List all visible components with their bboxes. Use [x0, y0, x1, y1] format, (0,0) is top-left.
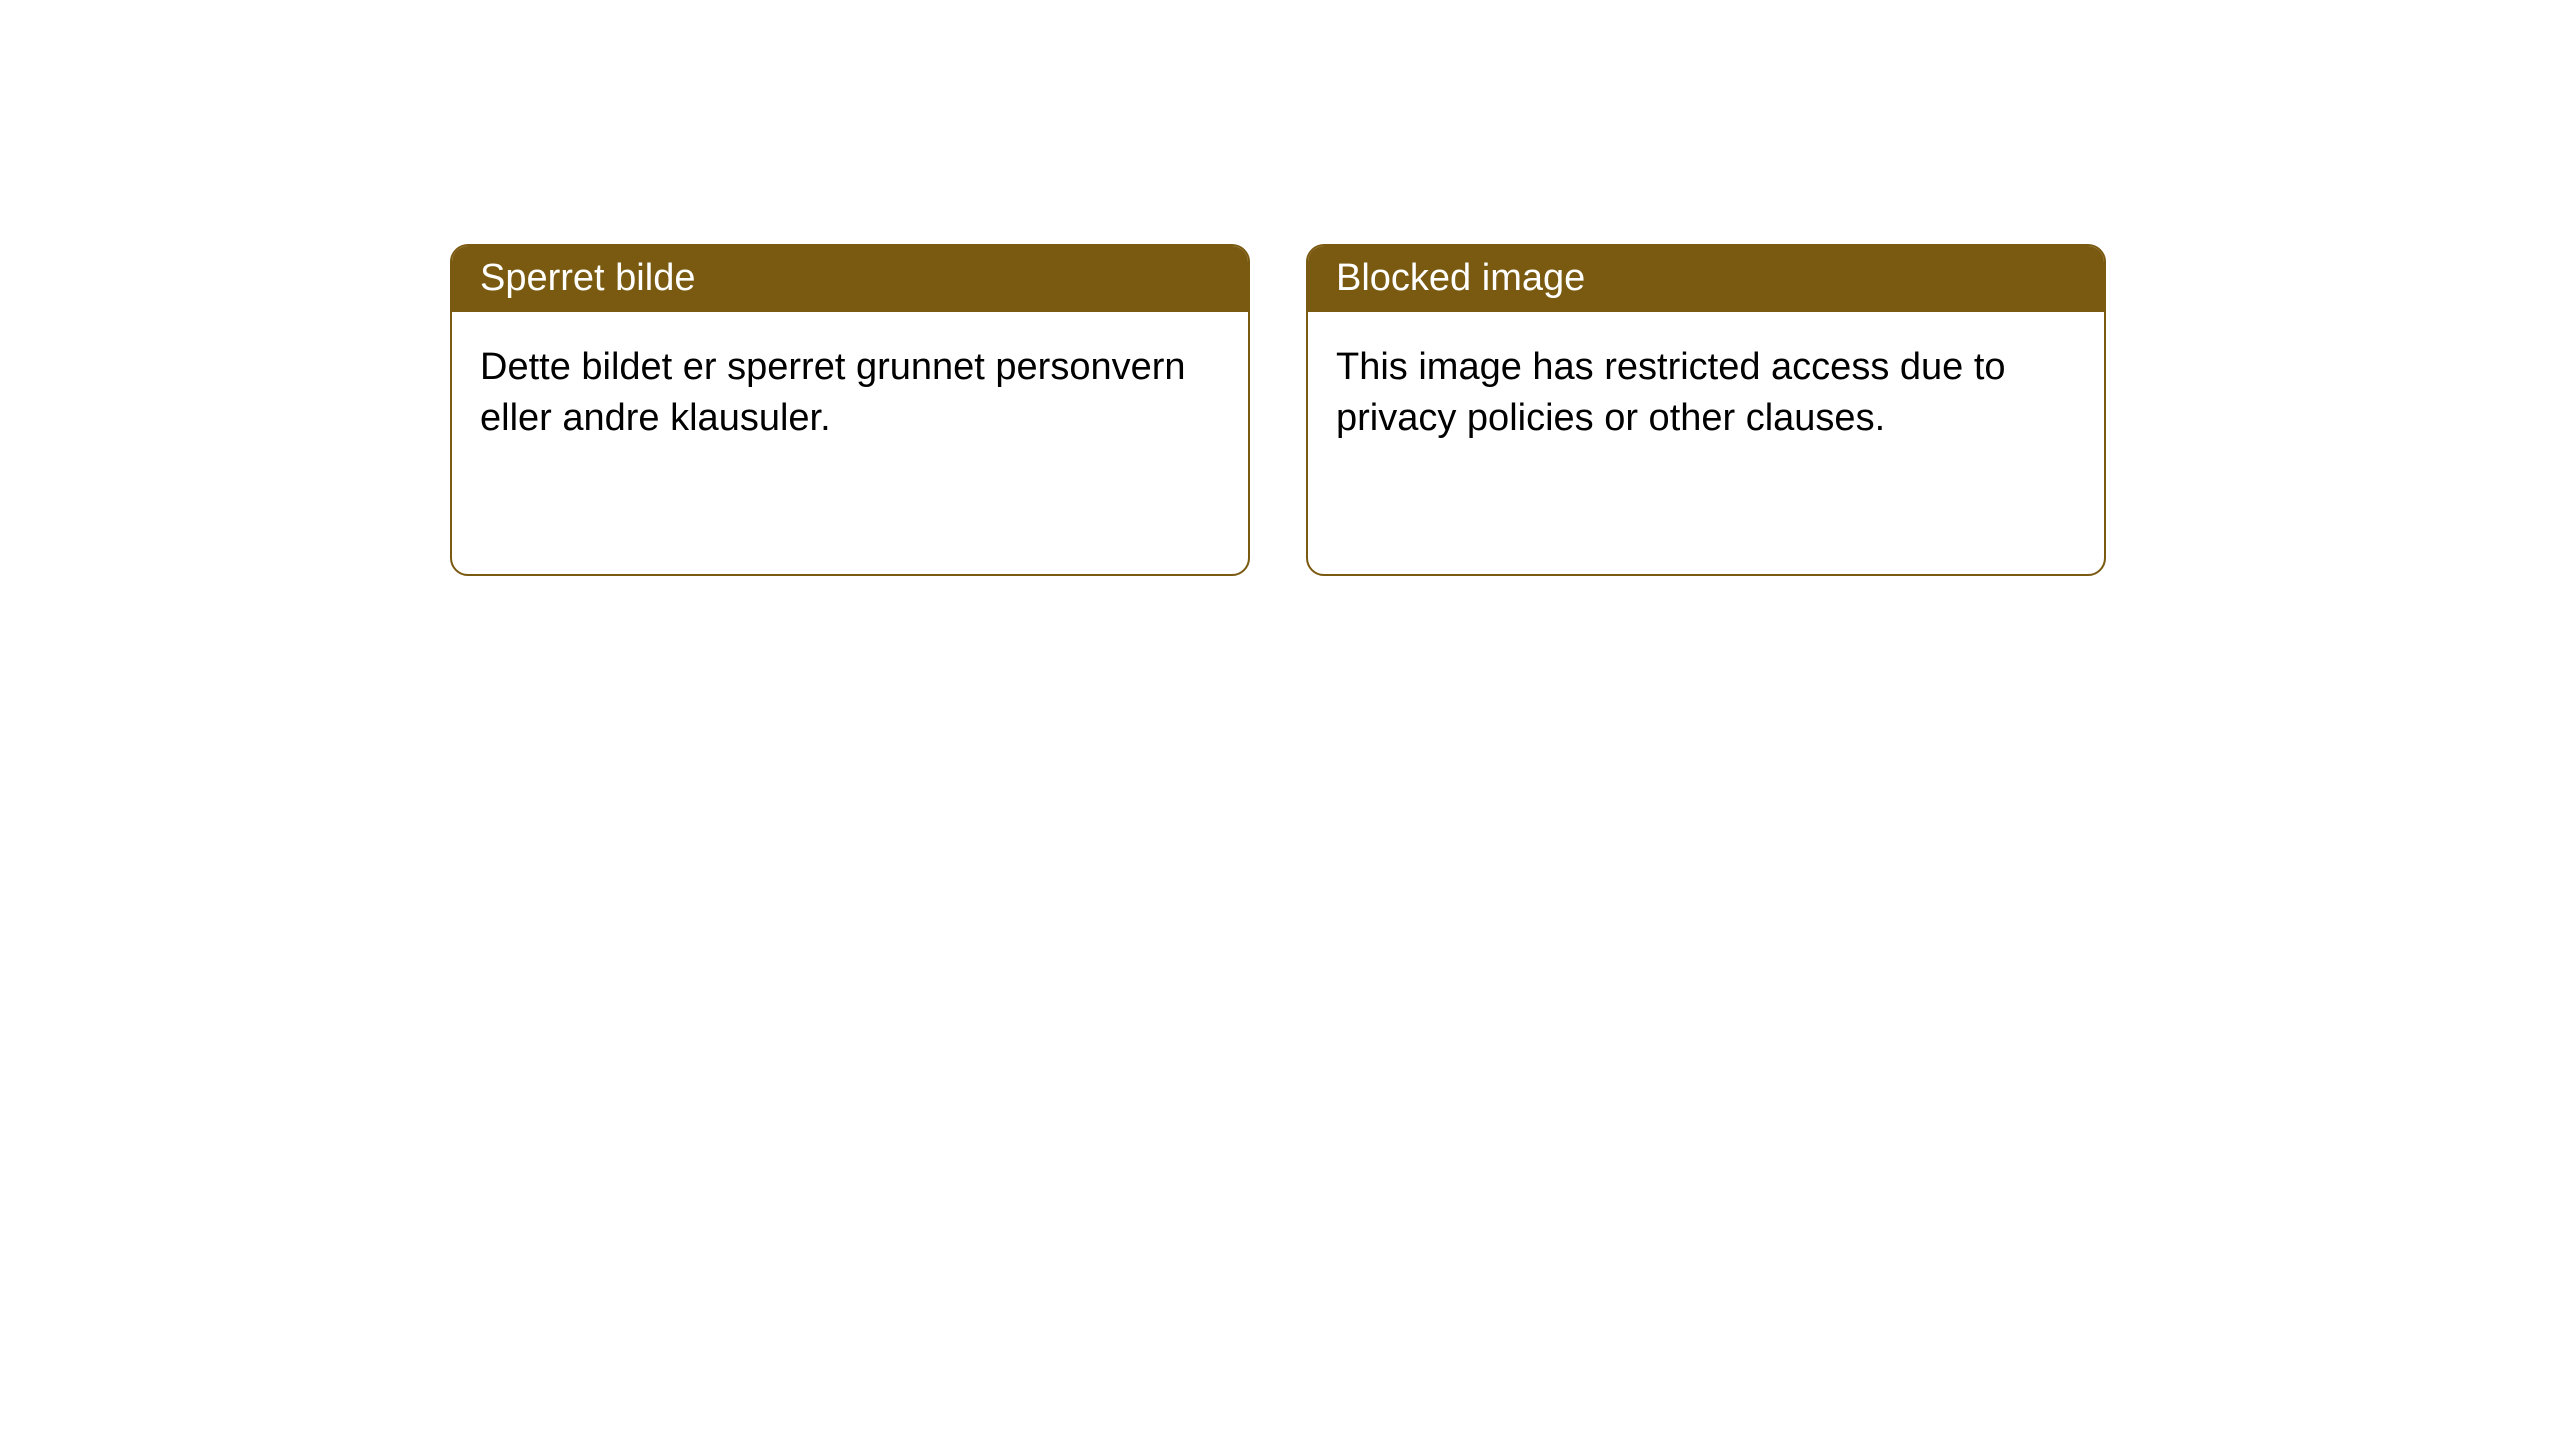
card-text-english: This image has restricted access due to … [1336, 346, 2006, 439]
card-text-norwegian: Dette bildet er sperret grunnet personve… [480, 346, 1186, 439]
card-body-norwegian: Dette bildet er sperret grunnet personve… [452, 312, 1248, 475]
card-english: Blocked image This image has restricted … [1306, 244, 2106, 576]
card-header-english: Blocked image [1308, 246, 2104, 312]
card-title-english: Blocked image [1336, 257, 1585, 299]
cards-container: Sperret bilde Dette bildet er sperret gr… [450, 244, 2106, 576]
card-body-english: This image has restricted access due to … [1308, 312, 2104, 475]
card-header-norwegian: Sperret bilde [452, 246, 1248, 312]
card-norwegian: Sperret bilde Dette bildet er sperret gr… [450, 244, 1250, 576]
card-title-norwegian: Sperret bilde [480, 257, 695, 299]
